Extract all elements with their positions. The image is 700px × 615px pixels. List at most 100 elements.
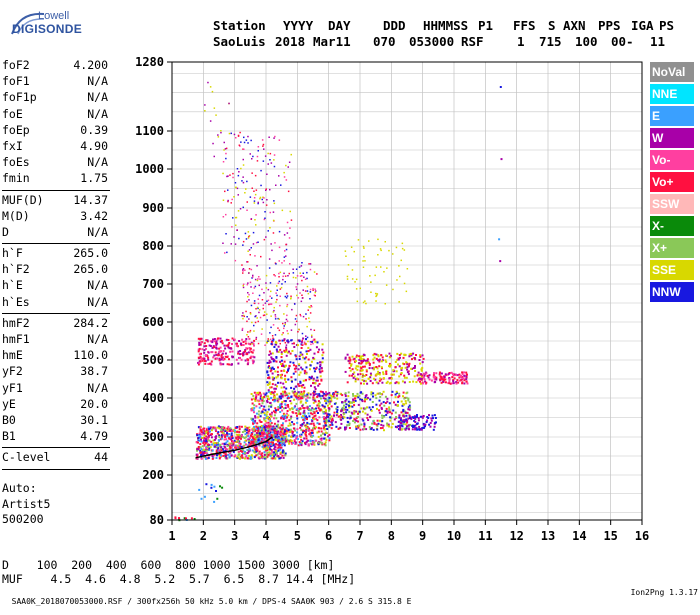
echo-point — [218, 436, 221, 438]
echo-point — [435, 378, 438, 381]
echo-point — [281, 390, 284, 393]
echo-point — [443, 376, 446, 378]
echo-point — [352, 358, 355, 361]
echo-point — [385, 284, 388, 286]
echo-point — [277, 398, 280, 401]
echo-point — [395, 370, 398, 373]
echo-point — [251, 172, 253, 174]
echo-point — [296, 438, 299, 440]
echo-point — [284, 433, 287, 436]
echo-point — [260, 169, 262, 172]
echo-point — [261, 410, 264, 413]
echo-point — [239, 350, 242, 352]
echo-point — [408, 362, 411, 365]
echo-point — [282, 426, 285, 429]
echo-point — [377, 370, 380, 373]
echo-point — [214, 442, 217, 444]
echo-point — [281, 333, 283, 336]
muf-row: MUF 4.5 4.6 4.8 5.2 5.7 6.5 8.7 14.4 [MH… — [2, 572, 355, 587]
echo-point — [450, 371, 453, 374]
echo-point — [352, 398, 355, 401]
echo-point — [247, 296, 249, 298]
echo-point — [269, 448, 272, 451]
param-value: N/A — [87, 155, 108, 170]
echo-point — [250, 247, 252, 249]
echo-point — [311, 443, 314, 446]
echo-point — [360, 382, 362, 385]
echo-point — [206, 438, 209, 441]
echo-point — [312, 396, 315, 399]
echo-point — [372, 395, 374, 398]
echo-point — [235, 216, 238, 219]
echo-point — [385, 382, 388, 384]
echo-point — [268, 258, 271, 260]
echo-point — [202, 451, 205, 454]
echo-point — [247, 358, 250, 361]
echo-point — [287, 414, 290, 417]
echo-point — [283, 400, 286, 403]
echo-point — [424, 425, 426, 428]
echo-point — [207, 358, 210, 361]
echo-point — [355, 395, 358, 398]
echo-point — [216, 432, 219, 435]
echo-point — [396, 279, 398, 281]
echo-point — [202, 427, 205, 430]
echo-point — [255, 425, 258, 428]
echo-point — [397, 363, 399, 366]
echo-point — [215, 428, 218, 431]
echo-point — [378, 365, 381, 368]
x-tick-label: 3 — [231, 529, 238, 543]
echo-point — [364, 300, 366, 302]
echo-point — [281, 283, 283, 285]
param-row: hmF2 284.2 — [2, 316, 110, 332]
echo-point — [234, 454, 237, 457]
polarization-legend: NoVal NNE E W Vo- Vo+ SSW X- X+ SSE NNW — [650, 62, 694, 304]
echo-point — [334, 421, 337, 424]
echo-point — [276, 370, 279, 373]
echo-point — [249, 312, 252, 314]
echo-point — [336, 411, 339, 413]
echo-point — [280, 433, 283, 436]
echo-point — [263, 292, 265, 294]
echo-point — [407, 399, 410, 402]
echo-point — [465, 371, 468, 374]
echo-point — [359, 369, 362, 372]
echo-point — [257, 428, 260, 431]
echo-point — [334, 390, 337, 393]
echo-point — [312, 394, 315, 397]
echo-point — [267, 340, 269, 342]
echo-point — [364, 260, 366, 262]
param-row: foF2 4.200 — [2, 58, 110, 74]
echo-point — [197, 448, 200, 451]
echo-point — [302, 343, 304, 346]
echo-point — [248, 444, 251, 447]
echo-point — [207, 436, 210, 439]
echo-point — [313, 412, 316, 414]
echo-point — [239, 450, 242, 452]
echo-point — [277, 420, 280, 423]
echo-point — [279, 411, 282, 413]
echo-point — [408, 428, 410, 431]
echo-point — [258, 452, 261, 455]
echo-point — [222, 454, 225, 457]
echo-point — [266, 440, 269, 443]
echo-point — [205, 435, 208, 438]
echo-point — [249, 343, 252, 346]
echo-point — [316, 273, 318, 275]
echo-point — [290, 329, 293, 331]
echo-point — [249, 356, 252, 359]
echo-point — [259, 196, 262, 199]
legend-item: SSW — [650, 194, 694, 214]
echo-point — [297, 331, 299, 333]
echo-point — [274, 433, 277, 436]
echo-point — [277, 426, 280, 429]
echo-point — [270, 405, 273, 408]
param-row: h`Es N/A — [2, 295, 110, 311]
echo-point — [374, 394, 377, 397]
echo-point — [283, 272, 285, 275]
echo-point — [293, 367, 296, 370]
echo-point — [224, 456, 227, 459]
echo-point — [247, 237, 250, 239]
echo-point — [273, 448, 276, 451]
echo-point — [312, 417, 315, 419]
